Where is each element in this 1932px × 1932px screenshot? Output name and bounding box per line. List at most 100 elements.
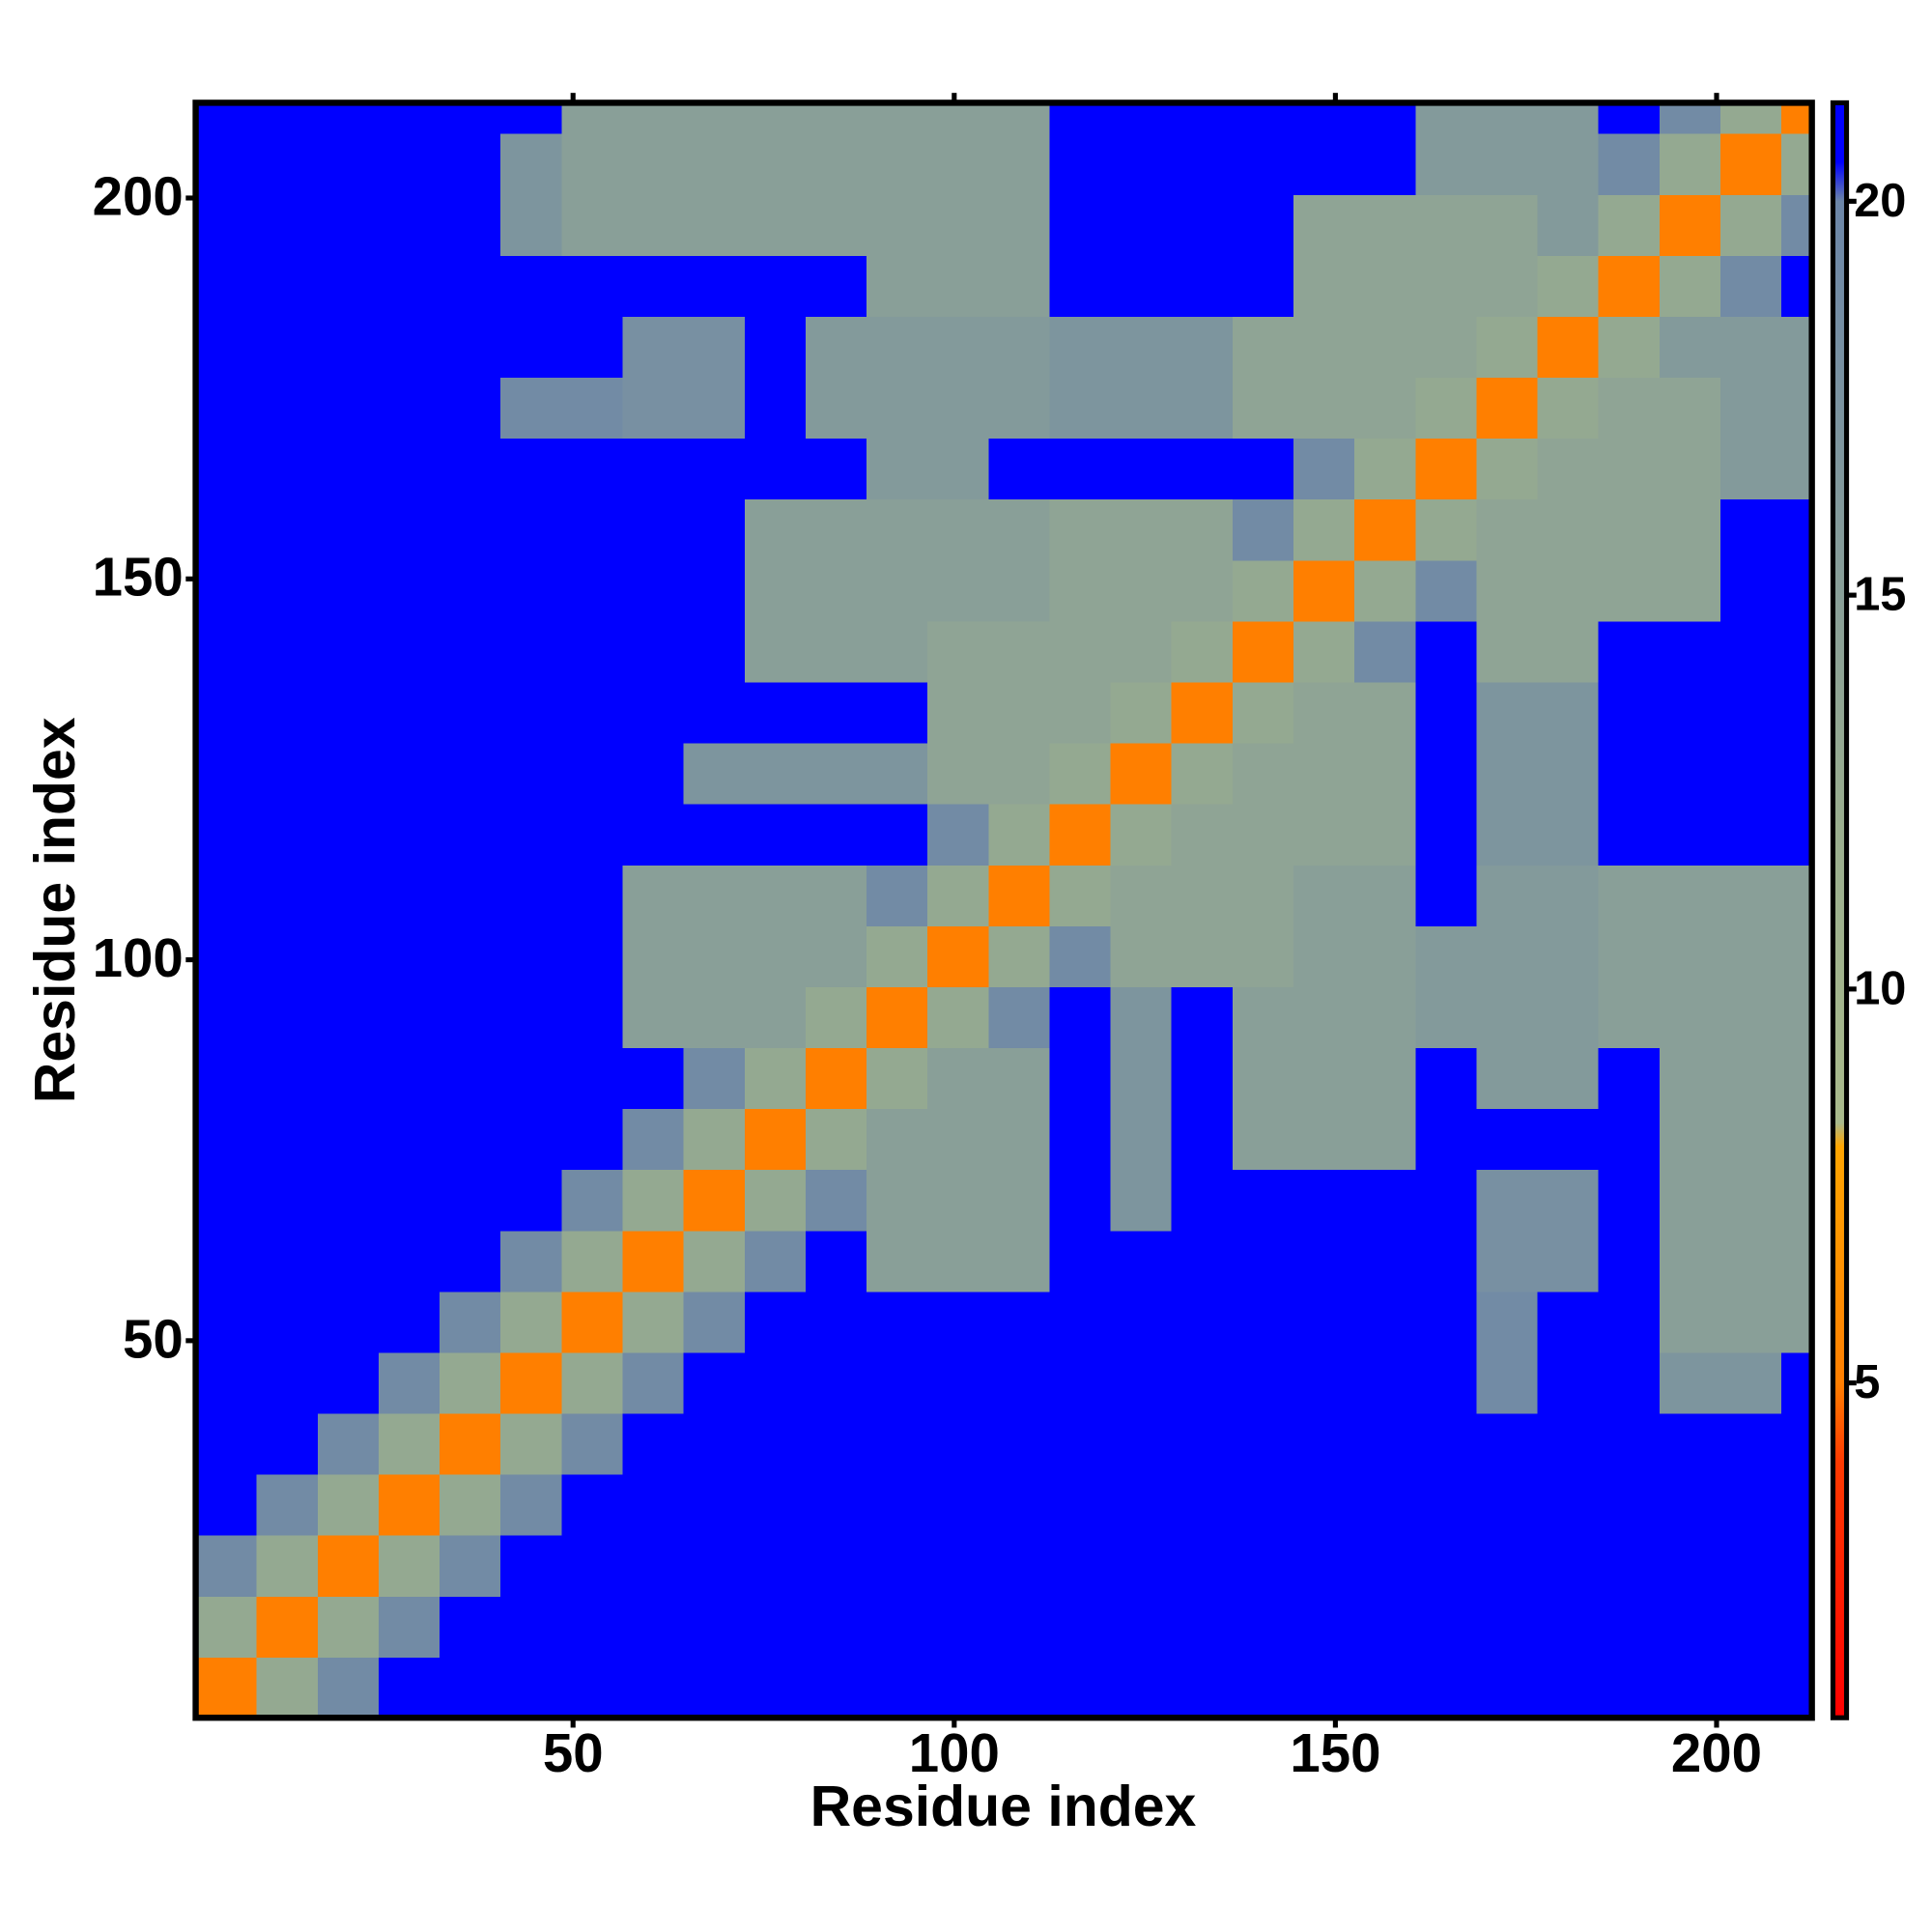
heatmap-cell (440, 1657, 502, 1719)
heatmap-cell (256, 1230, 319, 1293)
heatmap-cell (256, 438, 319, 500)
heatmap-cell (683, 316, 746, 379)
heatmap-cell (378, 1596, 440, 1658)
heatmap-cell (1719, 1473, 1782, 1536)
heatmap-cell (378, 1169, 440, 1232)
heatmap-cell (867, 102, 928, 134)
heatmap-cell (500, 102, 563, 134)
heatmap-cell (1110, 681, 1173, 744)
heatmap-cell (317, 377, 380, 440)
heatmap-cell (744, 1169, 807, 1232)
heatmap-cell (1598, 986, 1661, 1049)
heatmap-cell (317, 803, 380, 866)
heatmap-cell (683, 559, 746, 622)
heatmap-cell (988, 1169, 1051, 1232)
heatmap-cell (1781, 377, 1813, 440)
heatmap-cell (1476, 1291, 1539, 1353)
heatmap-cell (1354, 498, 1417, 561)
heatmap-cell (1171, 1473, 1234, 1536)
heatmap-cell (1598, 1351, 1661, 1414)
heatmap-cell (378, 864, 440, 926)
heatmap-cell (867, 742, 928, 805)
heatmap-cell (256, 498, 319, 561)
heatmap-cell (927, 316, 990, 379)
heatmap-cell (805, 1351, 867, 1414)
heatmap-cell (1476, 1108, 1539, 1171)
heatmap-cell (561, 102, 624, 134)
heatmap-cell (683, 1169, 746, 1232)
heatmap-cell (500, 255, 563, 317)
heatmap-cell (683, 803, 746, 866)
heatmap-cell (1049, 132, 1112, 195)
x-tick-label: 200 (1671, 1722, 1762, 1783)
heatmap-cell (1781, 620, 1813, 683)
heatmap-cell (683, 620, 746, 683)
heatmap-cell (440, 1596, 502, 1658)
heatmap-cell (500, 742, 563, 805)
heatmap-cell (1171, 438, 1234, 500)
heatmap-cell (927, 1351, 990, 1414)
heatmap-cell (256, 255, 319, 317)
heatmap-cell (378, 1473, 440, 1536)
heatmap-cell (1354, 559, 1417, 622)
heatmap-cell (500, 316, 563, 379)
heatmap-cell (1598, 1108, 1661, 1171)
colorbar-tick-label: 5 (1854, 1356, 1880, 1408)
heatmap-cell (256, 559, 319, 622)
heatmap-cell (500, 377, 563, 440)
heatmap-cell (317, 986, 380, 1049)
heatmap-cell (1537, 1291, 1600, 1353)
heatmap-cell (195, 1108, 258, 1171)
heatmap-cell (622, 1047, 685, 1110)
heatmap-cell (1781, 194, 1813, 256)
heatmap-cell (1049, 1412, 1112, 1475)
heatmap-cell (378, 102, 440, 134)
heatmap-cell (622, 864, 685, 926)
heatmap-cell (927, 620, 990, 683)
heatmap-cell (988, 132, 1051, 195)
heatmap-cell (1171, 681, 1234, 744)
heatmap-cell (1476, 1169, 1539, 1232)
heatmap-cell (1354, 255, 1417, 317)
heatmap-cell (561, 1657, 624, 1719)
heatmap-cell (256, 925, 319, 987)
heatmap-cell (440, 1230, 502, 1293)
heatmap-cell (1293, 803, 1355, 866)
heatmap-cell (561, 1534, 624, 1597)
heatmap-cell (500, 864, 563, 926)
heatmap-cell (805, 742, 867, 805)
heatmap-cell (1293, 1230, 1355, 1293)
heatmap-cell (1781, 1473, 1813, 1536)
heatmap-cell (1110, 1473, 1173, 1536)
heatmap-cell (988, 1291, 1051, 1353)
heatmap-cell (622, 1412, 685, 1475)
heatmap-cell (440, 255, 502, 317)
heatmap-cell (988, 438, 1051, 500)
heatmap-cell (1354, 1108, 1417, 1171)
heatmap-cell (1415, 438, 1478, 500)
heatmap-cell (1232, 1047, 1294, 1110)
heatmap-cell (1537, 1047, 1600, 1110)
heatmap-cell (622, 377, 685, 440)
heatmap-cell (195, 620, 258, 683)
heatmap-cell (1232, 132, 1294, 195)
heatmap-cell (195, 377, 258, 440)
heatmap-cell (1537, 102, 1600, 134)
heatmap-cell (1781, 102, 1813, 134)
heatmap-cell (927, 681, 990, 744)
heatmap-cell (195, 438, 258, 500)
heatmap-cell (500, 194, 563, 256)
heatmap-cell (500, 1657, 563, 1719)
heatmap-cell (927, 1108, 990, 1171)
heatmap-cell (805, 1047, 867, 1110)
heatmap-cell (1049, 1534, 1112, 1597)
heatmap-cell (440, 1412, 502, 1475)
heatmap-cell (927, 194, 990, 256)
heatmap-cell (744, 498, 807, 561)
heatmap-cell (744, 1596, 807, 1658)
heatmap-cell (317, 1291, 380, 1353)
heatmap-cell (195, 1473, 258, 1536)
heatmap-cell (622, 1108, 685, 1171)
heatmap-cell (1659, 986, 1721, 1049)
heatmap-cell (500, 986, 563, 1049)
